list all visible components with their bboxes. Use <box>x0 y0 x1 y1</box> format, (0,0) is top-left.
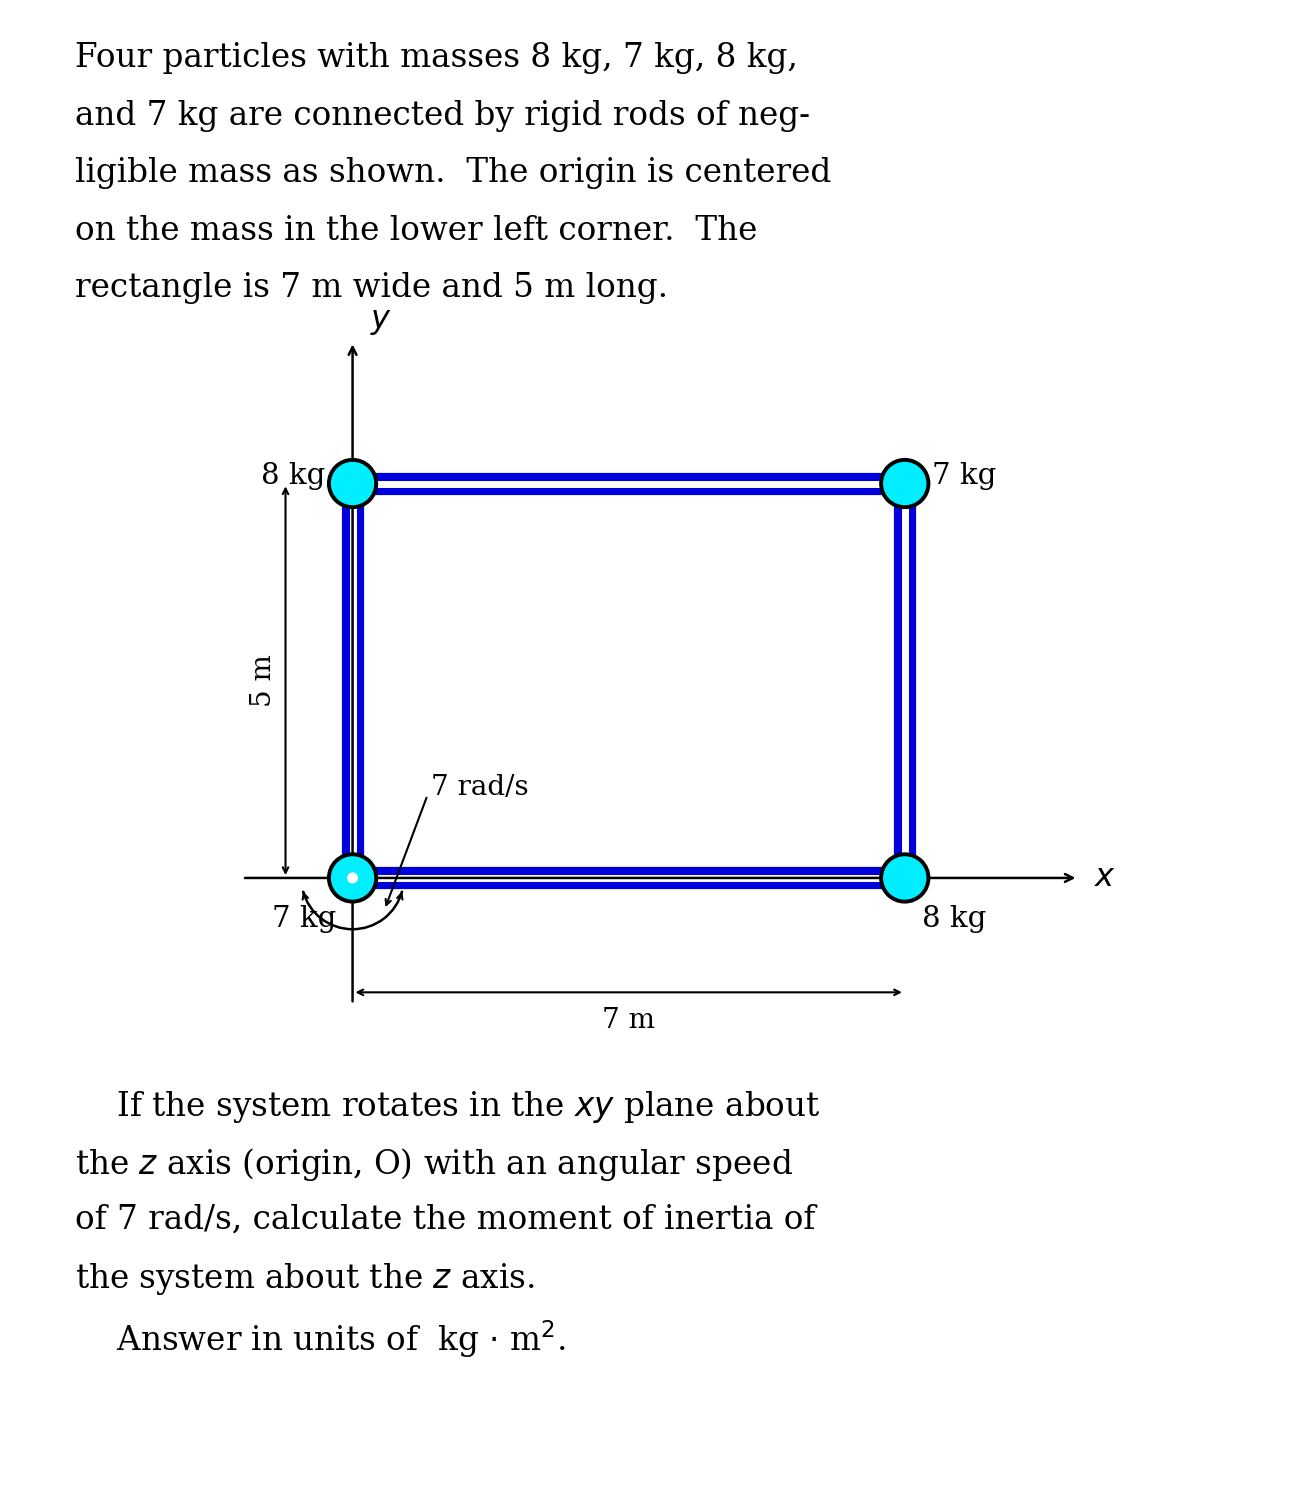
Circle shape <box>329 460 376 507</box>
Text: 7 kg: 7 kg <box>932 461 996 490</box>
Text: 8 kg: 8 kg <box>922 906 985 933</box>
Text: 7 kg: 7 kg <box>272 906 335 933</box>
Text: rectangle is 7 m wide and 5 m long.: rectangle is 7 m wide and 5 m long. <box>75 272 668 304</box>
Text: on the mass in the lower left corner.  The: on the mass in the lower left corner. Th… <box>75 215 758 246</box>
Circle shape <box>881 460 928 507</box>
Circle shape <box>881 854 928 901</box>
Text: and 7 kg are connected by rigid rods of neg-: and 7 kg are connected by rigid rods of … <box>75 100 810 132</box>
Text: 8 kg: 8 kg <box>261 461 325 490</box>
Text: Four particles with masses 8 kg, 7 kg, 8 kg,: Four particles with masses 8 kg, 7 kg, 8… <box>75 42 798 74</box>
Text: the system about the $z$ axis.: the system about the $z$ axis. <box>75 1261 536 1297</box>
Text: $y$: $y$ <box>370 307 393 337</box>
Text: If the system rotates in the $xy$ plane about: If the system rotates in the $xy$ plane … <box>75 1089 820 1125</box>
Text: of 7 rad/s, calculate the moment of inertia of: of 7 rad/s, calculate the moment of iner… <box>75 1204 816 1235</box>
Text: Answer in units of  kg $\cdot$ m$^2$.: Answer in units of kg $\cdot$ m$^2$. <box>75 1318 567 1361</box>
Text: ligible mass as shown.  The origin is centered: ligible mass as shown. The origin is cen… <box>75 157 832 189</box>
Text: $x$: $x$ <box>1095 862 1117 894</box>
Text: 5 m: 5 m <box>250 655 277 708</box>
Text: 7 rad/s: 7 rad/s <box>432 774 529 801</box>
Circle shape <box>329 854 376 901</box>
Text: 7 m: 7 m <box>602 1007 655 1034</box>
Text: the $z$ axis (origin, O) with an angular speed: the $z$ axis (origin, O) with an angular… <box>75 1146 793 1182</box>
Circle shape <box>347 872 358 883</box>
